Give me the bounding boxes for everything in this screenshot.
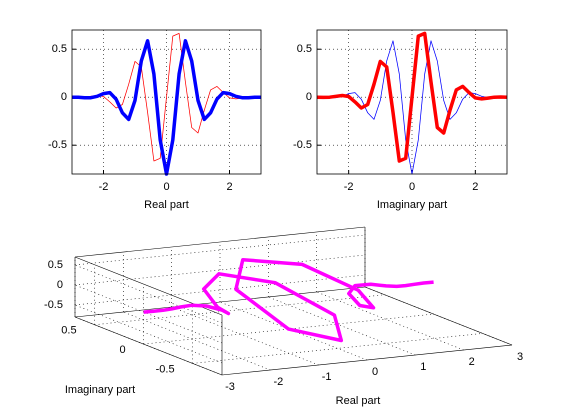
y-tick-label: 0.5	[61, 325, 76, 337]
data-line	[71, 33, 262, 162]
x-tick-label: 2	[472, 181, 478, 193]
axis-edge	[74, 316, 223, 376]
axes-box	[71, 29, 262, 175]
y-tick-label: 0	[119, 344, 125, 356]
data-line-3d	[143, 257, 434, 343]
grid-line	[268, 296, 416, 356]
y-tick-label: -0.5	[293, 139, 312, 151]
x-tick-label: 2	[469, 356, 475, 368]
grid-line	[74, 274, 366, 306]
x-tick-label: -2	[99, 181, 109, 193]
x-tick-label: 3	[517, 351, 523, 363]
grid-line	[74, 304, 223, 364]
z-tick-label: 0.5	[48, 259, 63, 271]
data-line	[316, 31, 508, 163]
x-tick-label: -1	[322, 371, 332, 383]
x-tick-label: 1	[420, 361, 426, 373]
x-tick-label: 0	[372, 366, 378, 378]
y-tick-label: -0.5	[156, 363, 175, 375]
grid-line	[74, 264, 223, 324]
z-tick-label: 0	[57, 279, 63, 291]
y-tick-label: -0.5	[48, 139, 67, 151]
grid-line	[192, 333, 483, 364]
y-tick-label: 0	[306, 91, 312, 103]
x-tick-label: -2	[344, 181, 354, 193]
x-tick-label: -2	[273, 376, 283, 388]
y-tick-label: 0.5	[297, 43, 312, 55]
x-axis-label: Imaginary part	[377, 199, 447, 211]
axis-edge	[364, 286, 513, 346]
grid-line	[123, 311, 271, 371]
z-tick-label: -0.5	[44, 299, 63, 311]
x-tick-label: -3	[225, 381, 235, 393]
x-axis-label: Real part	[144, 199, 189, 211]
x-axis-label: Real part	[336, 395, 381, 407]
axes-box	[316, 29, 508, 175]
x-tick-label: 2	[226, 181, 232, 193]
x-tick-label: 0	[409, 181, 415, 193]
grid-line	[74, 254, 366, 286]
y-tick-label: 0.5	[52, 43, 67, 55]
grid-line	[171, 306, 319, 366]
grid-line	[143, 313, 434, 345]
x-tick-label: 0	[163, 181, 169, 193]
y-axis-label: Imaginary part	[65, 384, 135, 396]
axis-edge	[74, 226, 366, 258]
y-tick-label: 0	[61, 91, 67, 103]
grid-line	[74, 284, 223, 344]
grid-line	[94, 294, 385, 326]
grid-line	[74, 234, 366, 266]
